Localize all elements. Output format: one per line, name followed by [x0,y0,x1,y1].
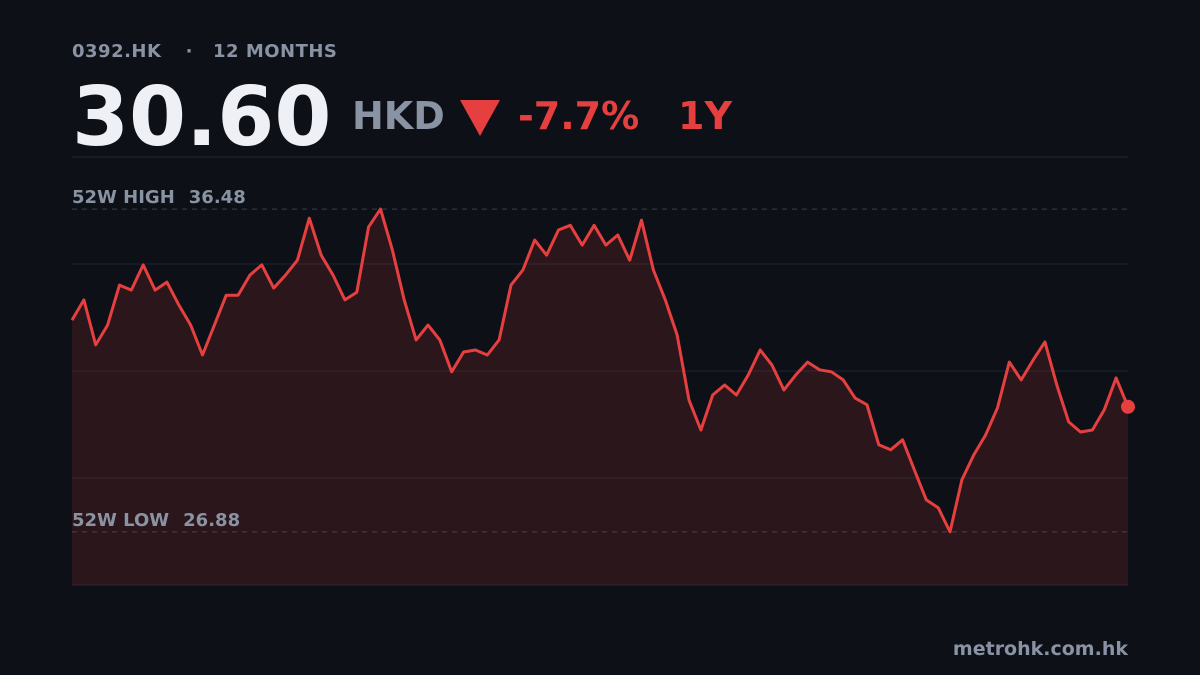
currency: HKD [352,94,445,138]
separator: · [186,41,193,62]
high-value: 36.48 [189,187,246,208]
ticker: 0392.HK [72,41,162,62]
low-value: 26.88 [183,510,240,531]
change: -7.7% [518,94,639,138]
price-line [70,207,1130,534]
range: 1Y [678,94,732,138]
price: 30.60 [72,70,331,165]
low-label: 52W LOW [72,510,169,531]
plot: 52W HIGH 36.48 52W LOW 26.88 [70,187,1135,586]
source: metrohk.com.hk [953,638,1128,660]
last-point [1121,399,1135,414]
high-label: 52W HIGH [72,187,175,208]
period: 12 MONTHS [213,41,337,62]
down-arrow [460,100,500,136]
area [72,209,1128,585]
